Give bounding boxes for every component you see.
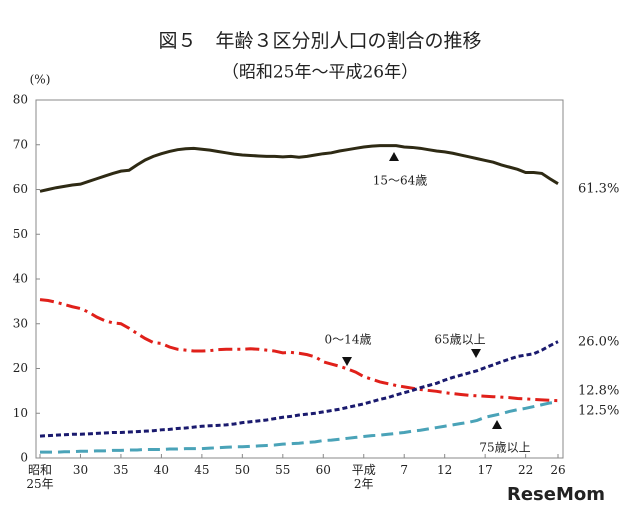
arrow <box>471 349 481 358</box>
arrow <box>342 357 352 366</box>
y-axis-label: (%) <box>30 73 51 87</box>
plot-frame <box>35 99 564 459</box>
x-tick-label: 50 <box>234 463 250 477</box>
x-tick-label: 60 <box>315 463 331 477</box>
data-label: 26.0% <box>578 335 619 350</box>
y-tick-label: 0 <box>20 451 28 465</box>
arrow <box>492 420 502 429</box>
y-tick-label: 20 <box>13 361 28 375</box>
data-label: 61.3% <box>578 182 619 197</box>
x-tick-label: 17 <box>477 463 493 477</box>
y-tick-label: 30 <box>13 316 28 330</box>
x-tick-label: 昭和25年 <box>26 463 54 491</box>
x-tick-label: 12 <box>437 463 453 477</box>
series-line <box>39 144 559 193</box>
data-label: 12.5% <box>578 404 619 419</box>
x-tick-label: 45 <box>194 463 210 477</box>
x-tick-label: 平成2年 <box>351 463 376 491</box>
y-tick-label: 10 <box>13 406 28 420</box>
series-line <box>39 340 559 438</box>
watermark: ReseMom <box>507 484 605 505</box>
arrow <box>389 152 399 161</box>
x-tick-label: 22 <box>517 463 534 477</box>
x-tick-label: 55 <box>275 463 291 477</box>
x-tick-label: 40 <box>153 463 170 477</box>
x-tick-label: 7 <box>400 463 409 477</box>
series-label: 15〜64歳 <box>373 174 428 188</box>
x-tick-label: 35 <box>113 463 129 477</box>
y-tick-label: 60 <box>13 182 28 196</box>
y-tick-label: 40 <box>13 272 28 286</box>
series-line <box>39 298 559 403</box>
data-label: 12.8% <box>578 384 619 399</box>
series-label: 75歳以上 <box>479 441 530 455</box>
y-tick-label: 50 <box>13 227 28 241</box>
y-tick-label: 80 <box>13 93 28 107</box>
series-line <box>40 400 559 454</box>
x-tick-label: 30 <box>72 463 89 477</box>
x-tick-label: 26 <box>550 463 566 477</box>
y-tick-label: 70 <box>13 137 28 151</box>
chart-subtitle: （昭和25年〜平成26年） <box>222 63 418 83</box>
chart-title: 図５ 年齢３区分別人口の割合の推移 <box>158 30 481 52</box>
series-label: 65歳以上 <box>434 333 485 347</box>
series-label: 0〜14歳 <box>325 333 372 347</box>
